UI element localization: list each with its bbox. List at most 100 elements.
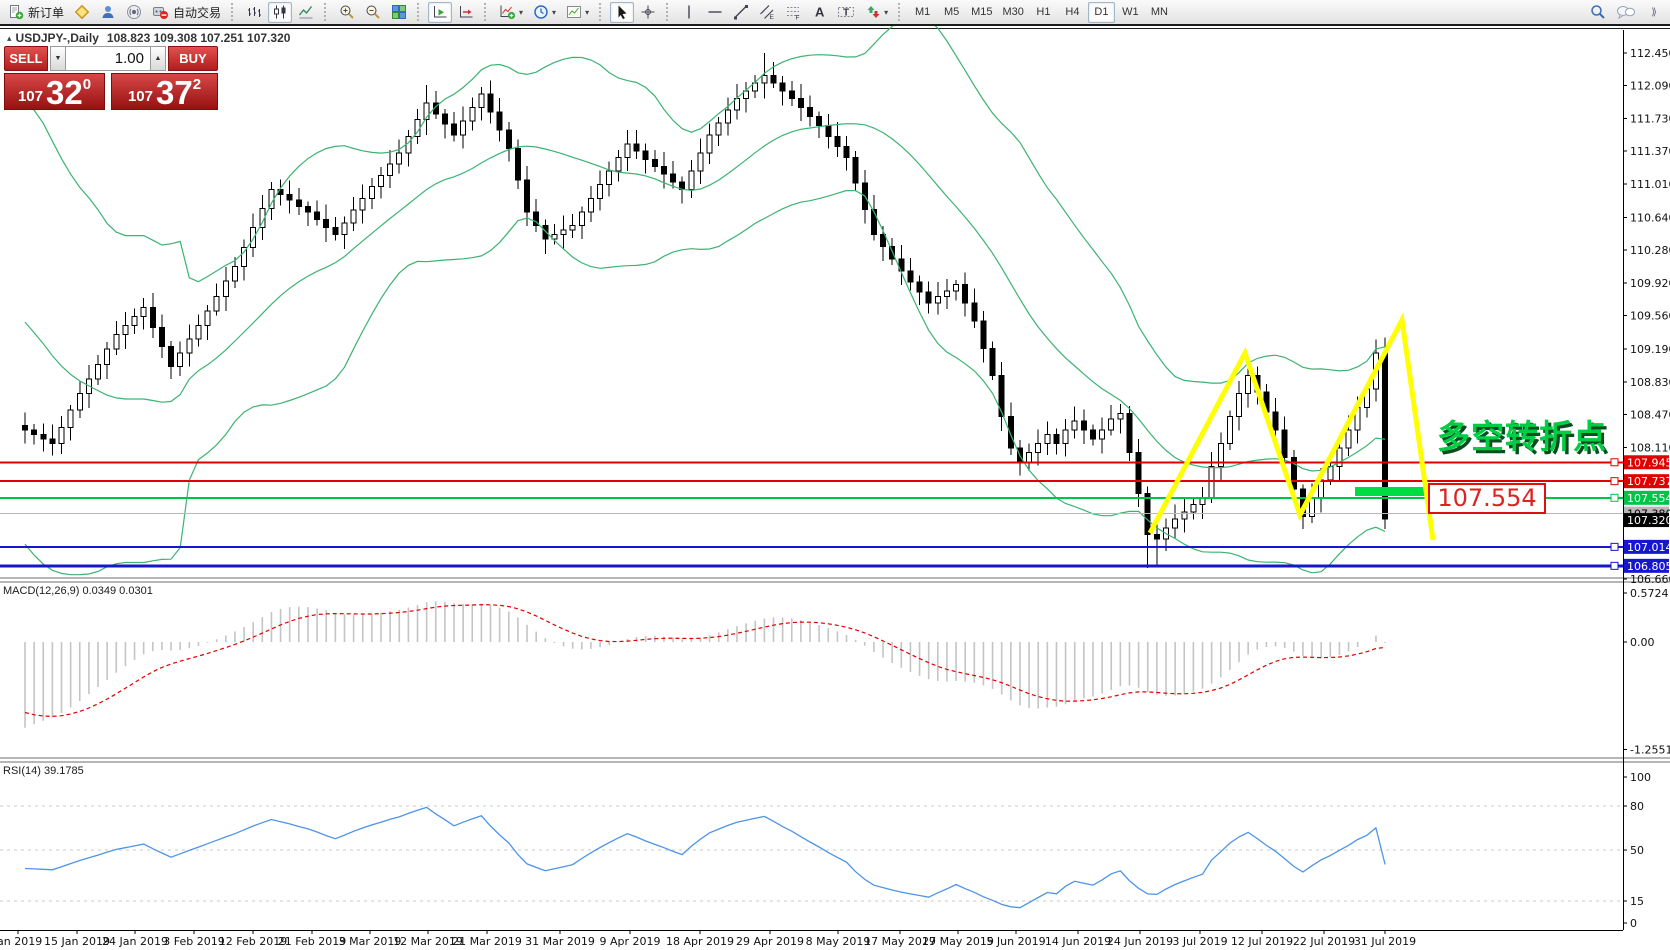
candlestick-chart-button[interactable] <box>268 1 293 23</box>
timeframe-m30[interactable]: M30 <box>1002 6 1024 18</box>
periods-icon <box>533 4 549 20</box>
svg-text:50: 50 <box>1630 844 1644 857</box>
svg-text:27 May 2019: 27 May 2019 <box>922 935 994 948</box>
chat-button[interactable] <box>1612 2 1640 23</box>
fibonacci-retracement-button[interactable]: F <box>781 2 805 23</box>
turning-point-annotation[interactable]: 多空转折点 <box>1437 417 1607 456</box>
svg-text:109.560: 109.560 <box>1630 310 1670 323</box>
equidistant-channel-button[interactable]: E <box>755 2 779 23</box>
svg-text:8 May 2019: 8 May 2019 <box>806 935 871 948</box>
rsi-line <box>24 806 1386 909</box>
search-button[interactable] <box>1586 2 1610 23</box>
fibonacci-retracement-icon: F <box>785 4 801 20</box>
svg-text:18 Apr 2019: 18 Apr 2019 <box>666 935 734 948</box>
buy-button[interactable]: BUY <box>168 46 218 71</box>
zoom-out-button[interactable] <box>361 2 385 23</box>
text-label-button[interactable]: T <box>833 2 859 23</box>
auto-trading-label: 自动交易 <box>173 5 222 20</box>
svg-text:31 Jul 2019: 31 Jul 2019 <box>1354 935 1416 948</box>
tile-windows-button[interactable] <box>387 2 411 23</box>
horizontal-line-button[interactable] <box>703 2 727 23</box>
trendline-icon <box>733 4 749 20</box>
macd-pane-label: MACD(12,26,9) 0.0349 0.0301 <box>3 585 153 597</box>
search-icon <box>1590 4 1606 20</box>
timeframe-m5[interactable]: M5 <box>943 6 960 18</box>
one-click-trade-panel: SELL ▼ 1.00 ▲ BUY 107 32 0 107 37 2 <box>4 46 218 110</box>
svg-text:15: 15 <box>1630 895 1644 908</box>
profile-button[interactable] <box>96 2 120 23</box>
timeframe-mn[interactable]: MN <box>1150 6 1168 18</box>
dropdown-caret: ▾ <box>552 7 557 17</box>
timeframe-h4[interactable]: H4 <box>1065 6 1080 18</box>
svg-text:3 Mar 2019: 3 Mar 2019 <box>339 935 402 948</box>
svg-text:0.00: 0.00 <box>1630 636 1655 649</box>
zoom-in-button[interactable] <box>335 2 359 23</box>
sell-button[interactable]: SELL <box>4 46 48 71</box>
crosshair-button[interactable] <box>636 2 660 23</box>
svg-text:T: T <box>843 8 849 19</box>
volume-input[interactable]: 1.00 <box>66 46 150 71</box>
timeframe-h1[interactable]: H1 <box>1036 6 1051 18</box>
svg-text:108.110: 108.110 <box>1630 441 1670 454</box>
svg-text:107.014: 107.014 <box>1627 541 1670 554</box>
volume-increase-button[interactable]: ▲ <box>150 46 166 71</box>
text-icon: A <box>812 4 826 20</box>
new-order-button[interactable]: 新订单 <box>4 2 68 23</box>
bar-chart-button[interactable] <box>242 2 266 23</box>
ohlc-readout: 108.823 109.308 107.251 107.320 <box>106 31 291 45</box>
auto-trading-button[interactable]: 自动交易 <box>148 2 225 23</box>
cursor-button[interactable] <box>610 1 635 23</box>
sell-price-panel[interactable]: 107 32 0 <box>4 73 105 110</box>
toolbar-overflow-button[interactable]: ⟫ <box>1642 2 1666 23</box>
level-price-label <box>1624 490 1669 505</box>
chart-shift-button[interactable] <box>454 2 478 23</box>
toolbar-grip <box>666 3 671 21</box>
zigzag-annotation[interactable] <box>1147 311 1436 541</box>
svg-text:15 Jan 2019: 15 Jan 2019 <box>44 935 110 948</box>
svg-text:106.805: 106.805 <box>1627 560 1670 573</box>
text-button[interactable]: A <box>807 2 831 23</box>
metaeditor-button[interactable] <box>70 2 94 23</box>
auto-scroll-button[interactable] <box>428 1 453 23</box>
periods-button[interactable]: ▾ <box>529 2 560 23</box>
templates-button[interactable]: ▾ <box>562 2 593 23</box>
collapse-triangle-icon[interactable]: ▴ <box>7 32 12 43</box>
svg-text:5 Jun 2019: 5 Jun 2019 <box>986 935 1045 948</box>
svg-text:12 Mar 2019: 12 Mar 2019 <box>393 935 463 948</box>
svg-text:14 Jun 2019: 14 Jun 2019 <box>1045 935 1111 948</box>
green-highlight-bar[interactable] <box>1355 487 1425 496</box>
timeframe-m1[interactable]: M1 <box>914 6 931 18</box>
svg-text:111.370: 111.370 <box>1630 145 1670 158</box>
svg-text:9 Apr 2019: 9 Apr 2019 <box>599 935 660 948</box>
trendline-button[interactable] <box>729 2 753 23</box>
svg-text:12 Jul 2019: 12 Jul 2019 <box>1231 935 1293 948</box>
vertical-line-button[interactable] <box>677 2 701 23</box>
toolbar-grip <box>324 3 329 21</box>
alerts-icon <box>126 4 142 20</box>
buy-price-point: 2 <box>192 76 202 93</box>
rsi-pane-label: RSI(14) 39.1785 <box>3 765 84 777</box>
volume-decrease-button[interactable]: ▼ <box>50 46 66 71</box>
line-chart-button[interactable] <box>294 2 318 23</box>
timeframe-w1[interactable]: W1 <box>1122 6 1139 18</box>
svg-text:3 Feb 2019: 3 Feb 2019 <box>163 935 224 948</box>
svg-text:112.450: 112.450 <box>1630 47 1670 60</box>
candlestick-chart-icon <box>272 4 288 20</box>
svg-text:21 Mar 2019: 21 Mar 2019 <box>452 935 522 948</box>
indicators-button[interactable]: ▾ <box>495 2 527 23</box>
svg-text:21 Feb 2019: 21 Feb 2019 <box>278 935 346 948</box>
bollinger-band-l <box>24 189 1386 576</box>
timeframe-d1[interactable]: D1 <box>1087 1 1115 23</box>
price-callout-box[interactable]: 107.554 <box>1428 483 1546 514</box>
timeframe-m15[interactable]: M15 <box>971 6 993 18</box>
dropdown-caret: ▾ <box>519 7 524 17</box>
alerts-button[interactable] <box>122 2 146 23</box>
sell-price-point: 0 <box>82 76 92 93</box>
svg-text:107.737: 107.737 <box>1627 475 1670 488</box>
buy-price-panel[interactable]: 107 37 2 <box>111 73 218 110</box>
horizontal-line-icon <box>707 4 723 20</box>
level-price-label <box>1624 455 1669 470</box>
profile-icon <box>100 4 116 20</box>
arrows-button[interactable]: ▾ <box>861 2 892 23</box>
